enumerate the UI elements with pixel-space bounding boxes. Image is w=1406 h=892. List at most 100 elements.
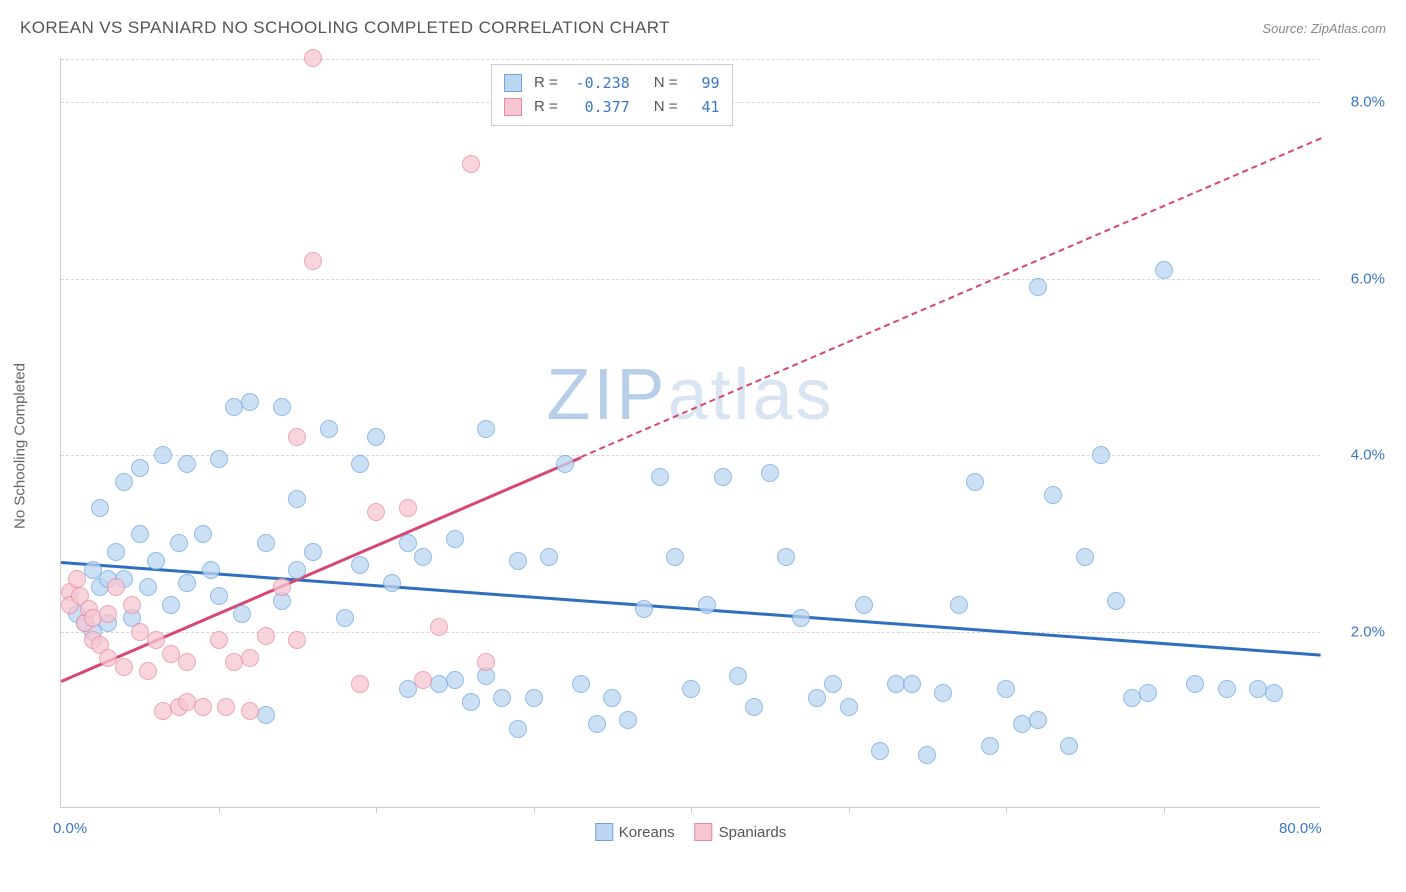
- scatter-point: [233, 605, 251, 623]
- scatter-point: [525, 689, 543, 707]
- scatter-point: [241, 702, 259, 720]
- scatter-point: [217, 698, 235, 716]
- y-tick-label: 2.0%: [1330, 623, 1385, 640]
- scatter-point: [288, 428, 306, 446]
- scatter-point: [871, 742, 889, 760]
- stat-n-label: N =: [654, 71, 678, 95]
- stat-n-label: N =: [654, 95, 678, 119]
- scatter-point: [210, 587, 228, 605]
- legend-swatch: [695, 823, 713, 841]
- trend-line-dashed: [580, 137, 1321, 458]
- scatter-point: [273, 578, 291, 596]
- scatter-point: [107, 578, 125, 596]
- x-tick-label: 0.0%: [53, 820, 87, 837]
- scatter-point: [210, 450, 228, 468]
- scatter-point: [572, 675, 590, 693]
- y-tick-label: 4.0%: [1330, 447, 1385, 464]
- scatter-point: [698, 596, 716, 614]
- scatter-point: [1060, 737, 1078, 755]
- source-attr: Source: ZipAtlas.com: [1262, 21, 1386, 36]
- scatter-point: [241, 393, 259, 411]
- source-label: Source:: [1262, 21, 1307, 36]
- series-legend-item: Koreans: [595, 823, 675, 841]
- scatter-point: [351, 455, 369, 473]
- scatter-point: [367, 428, 385, 446]
- scatter-point: [162, 596, 180, 614]
- scatter-point: [178, 455, 196, 473]
- scatter-point: [123, 596, 141, 614]
- series-legend-label: Spaniards: [719, 824, 787, 841]
- watermark-light: atlas: [667, 355, 834, 435]
- scatter-point: [273, 398, 291, 416]
- scatter-point: [178, 574, 196, 592]
- scatter-point: [619, 711, 637, 729]
- scatter-point: [493, 689, 511, 707]
- scatter-point: [918, 746, 936, 764]
- scatter-point: [1092, 446, 1110, 464]
- scatter-point: [840, 698, 858, 716]
- scatter-point: [288, 490, 306, 508]
- legend-swatch: [595, 823, 613, 841]
- x-tick-mark: [1006, 807, 1007, 813]
- stat-r-value: 0.377: [566, 95, 630, 119]
- y-tick-label: 8.0%: [1330, 94, 1385, 111]
- scatter-point: [1029, 278, 1047, 296]
- plot-area: ZIPatlas 2.0%4.0%6.0%8.0%0.0%80.0%R =-0.…: [60, 58, 1320, 808]
- stat-r-value: -0.238: [566, 71, 630, 95]
- scatter-point: [91, 499, 109, 517]
- scatter-point: [792, 609, 810, 627]
- chart-title: KOREAN VS SPANIARD NO SCHOOLING COMPLETE…: [20, 18, 670, 38]
- scatter-point: [761, 464, 779, 482]
- scatter-point: [115, 473, 133, 491]
- scatter-point: [981, 737, 999, 755]
- scatter-point: [107, 543, 125, 561]
- scatter-point: [414, 671, 432, 689]
- scatter-point: [241, 649, 259, 667]
- scatter-point: [477, 653, 495, 671]
- scatter-point: [304, 49, 322, 67]
- scatter-point: [666, 548, 684, 566]
- gridline-h: [61, 632, 1320, 633]
- scatter-point: [170, 534, 188, 552]
- scatter-point: [540, 548, 558, 566]
- scatter-point: [966, 473, 984, 491]
- scatter-point: [383, 574, 401, 592]
- scatter-point: [1076, 548, 1094, 566]
- scatter-point: [399, 534, 417, 552]
- scatter-point: [556, 455, 574, 473]
- scatter-point: [257, 627, 275, 645]
- scatter-point: [729, 667, 747, 685]
- scatter-point: [399, 499, 417, 517]
- scatter-point: [950, 596, 968, 614]
- scatter-point: [99, 605, 117, 623]
- scatter-point: [682, 680, 700, 698]
- scatter-point: [414, 548, 432, 566]
- title-bar: KOREAN VS SPANIARD NO SCHOOLING COMPLETE…: [20, 18, 1386, 38]
- scatter-point: [257, 706, 275, 724]
- scatter-point: [824, 675, 842, 693]
- x-tick-label: 80.0%: [1279, 820, 1322, 837]
- x-tick-mark: [219, 807, 220, 813]
- scatter-point: [1139, 684, 1157, 702]
- scatter-point: [1044, 486, 1062, 504]
- scatter-point: [154, 446, 172, 464]
- scatter-point: [147, 631, 165, 649]
- scatter-point: [651, 468, 669, 486]
- scatter-point: [903, 675, 921, 693]
- stat-r-label: R =: [534, 95, 558, 119]
- scatter-point: [131, 525, 149, 543]
- stat-r-label: R =: [534, 71, 558, 95]
- scatter-point: [855, 596, 873, 614]
- x-tick-mark: [691, 807, 692, 813]
- scatter-point: [139, 662, 157, 680]
- scatter-point: [1155, 261, 1173, 279]
- x-tick-mark: [849, 807, 850, 813]
- scatter-point: [1186, 675, 1204, 693]
- scatter-point: [777, 548, 795, 566]
- gridline-h: [61, 279, 1320, 280]
- scatter-point: [462, 693, 480, 711]
- scatter-point: [1107, 592, 1125, 610]
- y-axis-label: No Schooling Completed: [12, 363, 29, 529]
- scatter-point: [147, 552, 165, 570]
- scatter-point: [320, 420, 338, 438]
